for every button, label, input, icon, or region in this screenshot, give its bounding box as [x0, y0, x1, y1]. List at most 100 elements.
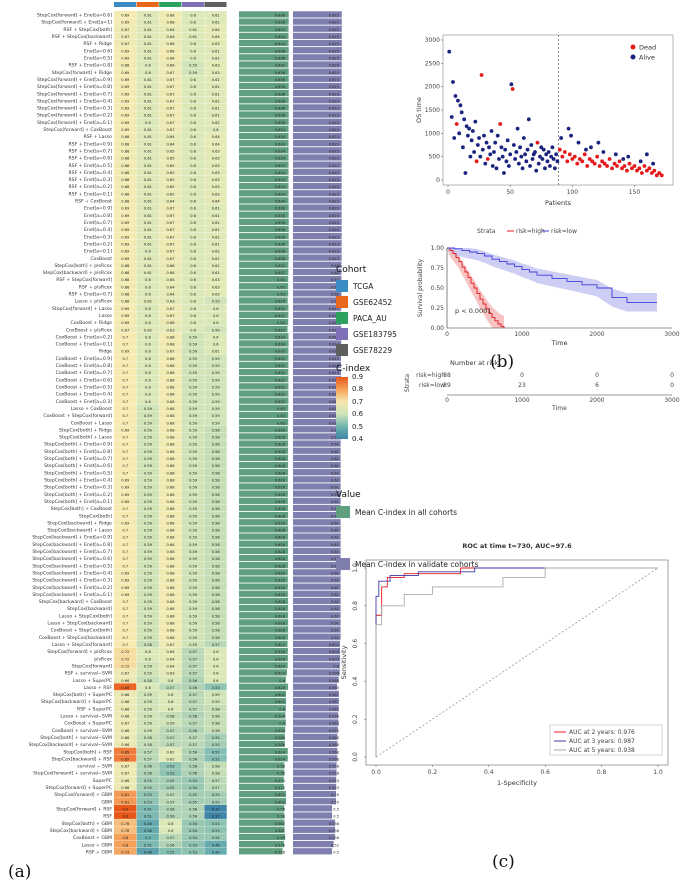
- mean-all-bar: [239, 418, 289, 426]
- heatmap-cell: [181, 497, 205, 505]
- heatmap-row: StepCox[forward] + plsRcox 0.72 0.6 0.64 0.5…: [47, 647, 341, 655]
- cell-value: 0.68: [121, 185, 130, 189]
- row-label: StepCox[both] + Enet[a=0.3]: [44, 485, 112, 491]
- heatmap-cell: [136, 103, 159, 111]
- row-label: Lasso: [99, 313, 112, 319]
- cell-value: 0.68: [166, 614, 175, 618]
- heatmap-cell: [136, 433, 159, 440]
- row-label: StepCox[forward] + Enet[a=0.3]: [37, 106, 112, 112]
- cell-value: 0.63: [212, 185, 220, 189]
- heatmap-row: StepCox[both] + CoxBoost 0.7 0.59 0.68 0.59 0…: [51, 504, 341, 512]
- cell-value: 0.54: [189, 822, 198, 826]
- cell-value: 0.69: [121, 71, 130, 75]
- cell-value: 0.67: [166, 71, 174, 75]
- heatmap-cell: [136, 740, 159, 748]
- cell-value: 0.68: [166, 407, 175, 411]
- cell-value: 0.68: [166, 21, 175, 25]
- heatmap-row: StepCox[backward] + Enet[a=0.5] 0.7 0.59 0.…: [32, 561, 341, 569]
- mean-all-bar: [239, 132, 289, 140]
- cell-value: 0.59: [144, 715, 153, 719]
- cell-value: 0.67: [121, 328, 129, 332]
- heatmap-cell: [159, 819, 182, 827]
- heatmap-cell: [181, 168, 205, 176]
- patient-point: [490, 164, 495, 168]
- cell-value: 0.7: [122, 543, 128, 547]
- heatmap-cell: [114, 704, 137, 712]
- cindex-tick: 0.9: [352, 373, 364, 381]
- cell-value: 0.53: [212, 686, 220, 690]
- heatmap-cell: [204, 783, 227, 791]
- heatmap-cell: [159, 504, 182, 512]
- cell-value: 0.55: [166, 779, 174, 783]
- heatmap-cell: [181, 375, 205, 383]
- heatmap-cell: [136, 618, 159, 626]
- patient-point: [492, 150, 496, 154]
- cell-value: 0.79: [121, 850, 130, 854]
- mean-all-bar: [239, 376, 289, 383]
- heatmap-cell: [159, 161, 182, 169]
- heatmap-cell: [159, 454, 182, 462]
- row-label: CoxBoost + Enet[a=0.6]: [56, 377, 113, 383]
- heatmap-row: StepCox[both] + Enet[a=0.1] 0.69 0.59 0.68 0…: [44, 497, 341, 505]
- cell-value: 0.64: [166, 28, 175, 32]
- mean-validate-bar: [293, 68, 342, 75]
- heatmap-cell: [136, 497, 159, 505]
- heatmap-row: CoxBoost + StepCox[both] 0.7 0.59 0.68 0.59 0…: [51, 626, 341, 634]
- cell-value: 0.6: [145, 285, 151, 289]
- cell-value: 0.69: [121, 586, 130, 590]
- cell-value: 0.61: [212, 207, 220, 211]
- heatmap-cell: [159, 11, 182, 18]
- heatmap-cell: [136, 611, 159, 619]
- cell-value: 0.6: [213, 321, 219, 325]
- cohort-legend-item: GSE78229: [336, 344, 392, 356]
- heatmap-cell: [114, 754, 137, 762]
- row-label: StepCox[forward] + Enet[a=0.2]: [37, 113, 112, 119]
- cell-value: 0.6: [145, 314, 151, 318]
- heatmap-cell: [181, 239, 205, 247]
- cell-value: 0.61: [144, 85, 152, 89]
- heatmap-cell: [159, 719, 182, 726]
- cell-value: 0.7: [122, 457, 128, 461]
- heatmap-cell: [181, 511, 205, 519]
- cell-value: 0.62: [144, 300, 152, 304]
- cell-value: 0.69: [121, 21, 130, 25]
- cell-value: 0.7: [122, 557, 128, 561]
- cell-value: 0.56: [189, 715, 198, 719]
- cell-value: 0.59: [189, 579, 198, 583]
- heatmap-cell: [181, 332, 205, 340]
- cell-value: 0.68: [166, 507, 175, 511]
- patient-point: [632, 164, 637, 168]
- mean-validate-bar: [293, 554, 341, 562]
- heatmap-cell: [114, 611, 137, 619]
- cell-value: 0.6: [190, 300, 196, 304]
- heatmap-row: CoxBoost + StepCox[backward] 0.7 0.59 0.68 0…: [39, 633, 341, 641]
- heatmap-cell: [114, 390, 137, 397]
- mean-validate-bar: [293, 798, 336, 805]
- patient-point: [468, 154, 473, 159]
- mean-all-bar: [239, 612, 289, 619]
- heatmap-cell: [181, 96, 205, 104]
- heatmap-cell: [114, 404, 137, 412]
- mean-validate-value: 0.61: [331, 564, 339, 568]
- mean-all-value: 0.59: [277, 836, 286, 840]
- y-tick-label: 0: [436, 177, 440, 184]
- heatmap-cell: [136, 390, 159, 397]
- cell-value: 0.37: [212, 808, 220, 812]
- mean-validate-value: 0.61: [331, 450, 339, 454]
- patient-point: [502, 171, 506, 175]
- mean-validate-value: 0.623: [329, 135, 339, 139]
- heatmap-cell: [181, 797, 205, 805]
- heatmap-row: CoxBoost + Enet[a=0.3] 0.7 0.6 0.68 0.59 0.59…: [56, 397, 342, 405]
- mean-validate-bar: [293, 39, 342, 47]
- mean-all-bar: [239, 404, 289, 411]
- row-label: StepCox[both]: [79, 513, 112, 519]
- patient-point: [625, 168, 629, 173]
- cell-value: 0.58: [212, 600, 221, 604]
- heatmap-cell: [159, 826, 182, 834]
- heatmap-cell: [204, 490, 227, 498]
- heatmap-cell: [114, 626, 137, 633]
- patient-point: [595, 154, 600, 159]
- heatmap-cell: [159, 418, 182, 426]
- cell-value: 0.61: [212, 214, 220, 218]
- patient-point: [505, 138, 510, 143]
